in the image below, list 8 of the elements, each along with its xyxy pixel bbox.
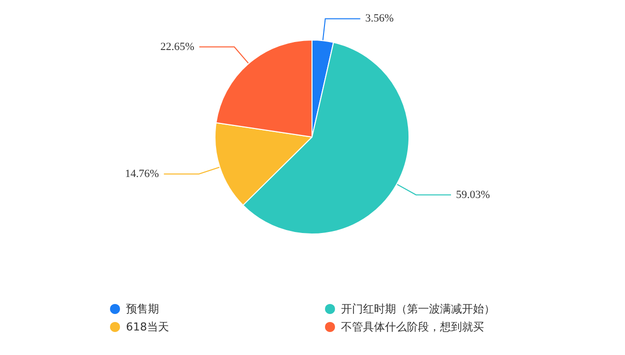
legend-label: 618当天	[126, 320, 169, 334]
data-label: 3.56%	[365, 12, 394, 25]
data-label: 59.03%	[456, 188, 490, 201]
data-label: 14.76%	[124, 168, 159, 180]
legend-label: 预售期	[126, 302, 159, 316]
legend-label: 开门红时期（第一波满减开始）	[341, 302, 495, 316]
data-label: 22.65%	[160, 40, 194, 53]
legend-label: 不管具体什么阶段，想到就买	[341, 320, 484, 334]
